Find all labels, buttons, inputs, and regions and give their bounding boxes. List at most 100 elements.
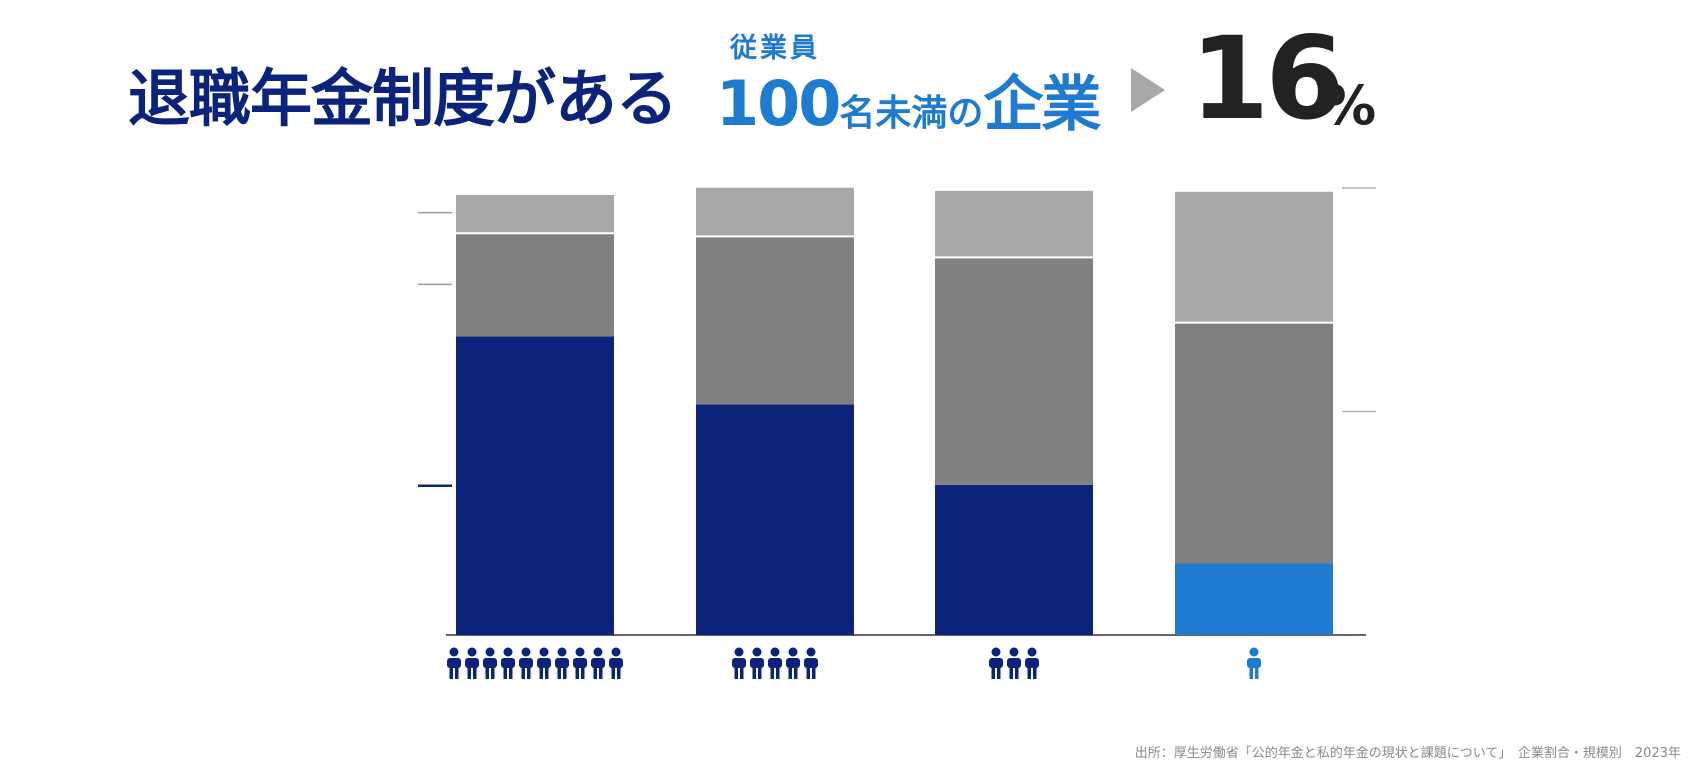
person-icon-leg (740, 666, 744, 679)
person-icon-leg (1033, 666, 1037, 679)
person-icon (788, 647, 798, 657)
person-icon-body (786, 658, 800, 668)
person-icon-leg (527, 666, 531, 679)
bar-segment (456, 336, 614, 635)
source-note: 出所：厚生労働省「公的年金と私的年金の現状と課題について」 企業割合・規模別 2… (1134, 746, 1681, 761)
person-icon-body (732, 658, 746, 668)
person-icon-leg (509, 666, 513, 679)
person-icon-leg (491, 666, 495, 679)
person-icon-leg (449, 666, 453, 679)
person-icon (503, 647, 513, 657)
person-icon-leg (770, 666, 774, 679)
headline: 退職年金制度がある 従業員 100名未満の企業 16 % (128, 14, 1408, 142)
headline-unit: % (1322, 74, 1377, 137)
person-icon-leg (991, 666, 995, 679)
person-icon (539, 647, 549, 657)
bar-segment (696, 187, 854, 236)
headline-employees: 従業員 (730, 33, 820, 64)
bar-segment (935, 190, 1093, 257)
person-icon (1027, 647, 1037, 657)
person-icon-body (573, 658, 587, 668)
person-icon-leg (455, 666, 459, 679)
person-icon (521, 647, 531, 657)
person-icon (1249, 647, 1259, 657)
person-icon-leg (1009, 666, 1013, 679)
headline-size: 100名未満の企業 (716, 56, 1101, 143)
person-icon-leg (812, 666, 816, 679)
person-icon-body (989, 658, 1003, 668)
bar-segment (456, 194, 614, 233)
person-icon (485, 647, 495, 657)
person-icon (770, 647, 780, 657)
person-icon-leg (1249, 666, 1253, 679)
person-icon (611, 647, 621, 657)
headline-value: 16 (1190, 12, 1345, 145)
person-icon-body (768, 658, 782, 668)
person-icon-leg (581, 666, 585, 679)
headline-size-number: 100 (716, 67, 841, 140)
person-icon-body (501, 658, 515, 668)
person-icon-leg (617, 666, 621, 679)
person-icon-body (555, 658, 569, 668)
person-icon-leg (539, 666, 543, 679)
person-icon-leg (563, 666, 567, 679)
person-icon-leg (557, 666, 561, 679)
person-icon-leg (521, 666, 525, 679)
person-icon-body (591, 658, 605, 668)
person-icon-leg (776, 666, 780, 679)
person-icon-body (537, 658, 551, 668)
person-icon-body (447, 658, 461, 668)
person-icon-leg (545, 666, 549, 679)
person-icon-leg (1027, 666, 1031, 679)
person-icon (991, 647, 1001, 657)
person-icon-leg (503, 666, 507, 679)
bar-segment (696, 237, 854, 405)
person-icon-leg (485, 666, 489, 679)
person-icon (557, 647, 567, 657)
person-icon-leg (1255, 666, 1259, 679)
person-icon-body (1247, 658, 1261, 668)
person-icon-leg (593, 666, 597, 679)
person-icon-leg (806, 666, 810, 679)
headline-main: 退職年金制度がある (128, 62, 678, 135)
person-icon-leg (599, 666, 603, 679)
person-icon-body (1025, 658, 1039, 668)
person-icon-leg (997, 666, 1001, 679)
person-icon-leg (734, 666, 738, 679)
person-icon (806, 647, 816, 657)
person-icon-body (609, 658, 623, 668)
bar-segment (456, 234, 614, 337)
person-icon-body (1007, 658, 1021, 668)
person-icon-body (465, 658, 479, 668)
bar-segment (1175, 563, 1333, 635)
bar-segment (935, 258, 1093, 485)
person-icon-leg (752, 666, 756, 679)
person-icon (467, 647, 477, 657)
person-icon-body (804, 658, 818, 668)
bar-segment (1175, 191, 1333, 322)
person-icon-leg (794, 666, 798, 679)
bar-segment (696, 404, 854, 635)
person-icon-leg (611, 666, 615, 679)
person-icon-body (519, 658, 533, 668)
person-icon-leg (467, 666, 471, 679)
person-icon (752, 647, 762, 657)
headline-size-end: 企業 (983, 70, 1101, 140)
person-icon-body (483, 658, 497, 668)
person-icon (575, 647, 585, 657)
person-icon-leg (788, 666, 792, 679)
headline-size-rest: 名未満の (839, 93, 984, 134)
person-icon-leg (575, 666, 579, 679)
headline-arrow-icon (1131, 68, 1165, 112)
person-icon-leg (758, 666, 762, 679)
person-icon-body (750, 658, 764, 668)
bar-segment (935, 484, 1093, 635)
person-icon-leg (473, 666, 477, 679)
person-icon (449, 647, 459, 657)
bar-segment (1175, 323, 1333, 564)
person-icon (1009, 647, 1019, 657)
person-icon (593, 647, 603, 657)
person-icon (734, 647, 744, 657)
person-icon-leg (1015, 666, 1019, 679)
